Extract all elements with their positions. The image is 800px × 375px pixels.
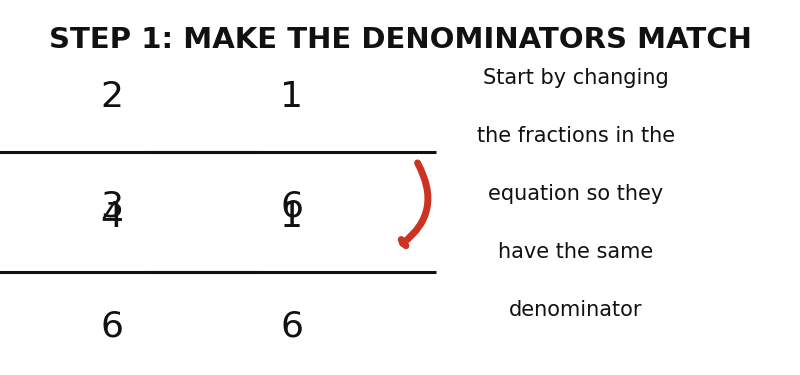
Text: Start by changing: Start by changing — [483, 68, 669, 87]
Text: 3: 3 — [101, 189, 123, 224]
Text: -: - — [222, 255, 234, 289]
Text: 6: 6 — [281, 189, 303, 224]
Text: 2: 2 — [101, 80, 123, 114]
Text: 1: 1 — [281, 200, 303, 234]
Text: denominator: denominator — [510, 300, 642, 320]
Text: STEP 1: MAKE THE DENOMINATORS MATCH: STEP 1: MAKE THE DENOMINATORS MATCH — [49, 26, 751, 54]
Text: 1: 1 — [281, 80, 303, 114]
Text: 4: 4 — [101, 200, 123, 234]
Text: equation so they: equation so they — [488, 184, 664, 204]
Text: 6: 6 — [101, 309, 123, 344]
Text: -: - — [222, 135, 234, 169]
Text: the fractions in the: the fractions in the — [477, 126, 675, 146]
Text: 6: 6 — [281, 309, 303, 344]
Text: have the same: have the same — [498, 242, 654, 262]
